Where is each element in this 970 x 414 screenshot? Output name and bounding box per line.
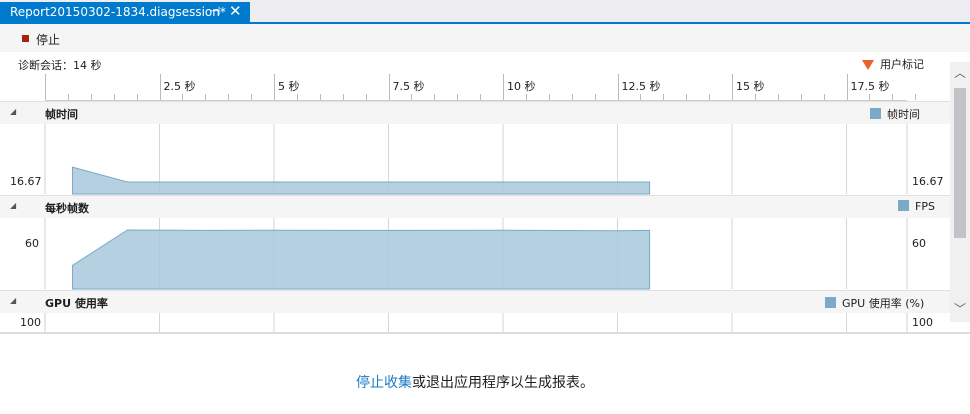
frame-time-area bbox=[71, 166, 651, 195]
minor-tick bbox=[754, 94, 756, 100]
minor-tick bbox=[434, 94, 436, 100]
minor-tick bbox=[800, 94, 802, 100]
document-tab-title[interactable]: Report20150302-1834.diagsession* bbox=[10, 5, 226, 19]
minor-tick bbox=[640, 94, 642, 100]
tab-accent-line bbox=[0, 22, 970, 24]
major-tick bbox=[388, 74, 390, 100]
status-message: 停止收集或退出应用程序以生成报表。 bbox=[0, 372, 950, 392]
collapse-arrow-icon[interactable]: ◢ bbox=[10, 107, 17, 116]
major-tick bbox=[159, 74, 161, 100]
legend-swatch bbox=[898, 200, 909, 211]
user-marker-icon bbox=[862, 60, 874, 70]
minor-tick bbox=[136, 94, 138, 100]
major-tick bbox=[503, 74, 504, 100]
axis-value-right: 16.67 bbox=[912, 175, 944, 188]
user-marker-label: 用户标记 bbox=[880, 58, 924, 71]
tick-label: 17.5 秒 bbox=[850, 80, 890, 93]
session-duration: 诊断会话：14 秒 bbox=[18, 59, 102, 72]
legend-frame-time: 帧时间 bbox=[870, 106, 920, 122]
time-ruler[interactable]: 2.5 秒 5 秒 7.5 秒 10 秒 12.5 秒 15 秒 17.5 秒 bbox=[45, 74, 917, 101]
toolbar: 停止 bbox=[0, 24, 970, 52]
legend-swatch bbox=[870, 108, 881, 119]
tick-label: 10 秒 bbox=[507, 80, 536, 93]
tick-label: 7.5 秒 bbox=[392, 80, 425, 93]
section-header-fps[interactable]: ◢ 每秒帧数 FPS bbox=[0, 195, 950, 218]
legend-fps: FPS bbox=[898, 200, 935, 213]
minor-tick bbox=[457, 94, 459, 100]
minor-tick bbox=[182, 94, 184, 100]
minor-tick bbox=[205, 94, 207, 100]
major-tick bbox=[45, 74, 46, 100]
minor-tick bbox=[525, 94, 527, 100]
minor-tick bbox=[777, 94, 779, 100]
minor-tick bbox=[365, 94, 367, 100]
legend-label: 帧时间 bbox=[887, 108, 920, 121]
collapse-arrow-icon[interactable]: ◢ bbox=[10, 296, 17, 305]
timeline-plots bbox=[44, 123, 908, 332]
tick-label: 5 秒 bbox=[278, 80, 300, 93]
minor-tick bbox=[251, 94, 253, 100]
tick-label: 2.5 秒 bbox=[163, 80, 196, 93]
minor-tick bbox=[663, 94, 665, 100]
tick-label: 12.5 秒 bbox=[621, 80, 661, 93]
minor-tick bbox=[113, 94, 115, 100]
section-header-frame-time[interactable]: ◢ 帧时间 帧时间 bbox=[0, 101, 950, 124]
fps-area bbox=[71, 229, 651, 290]
user-marker-legend[interactable]: 用户标记 bbox=[862, 56, 924, 72]
stop-icon bbox=[22, 35, 29, 42]
axis-value-right: 100 bbox=[912, 316, 933, 329]
divider bbox=[0, 332, 970, 334]
minor-tick bbox=[90, 94, 92, 100]
minor-tick bbox=[67, 94, 69, 100]
axis-value-left: 60 bbox=[25, 237, 39, 250]
major-tick bbox=[617, 74, 619, 100]
minor-tick bbox=[869, 94, 871, 100]
section-title: 每秒帧数 bbox=[45, 202, 89, 215]
axis-value-left: 100 bbox=[20, 316, 41, 329]
tick-label: 15 秒 bbox=[736, 80, 765, 93]
axis-value-left: 16.67 bbox=[10, 175, 42, 188]
scroll-down-icon[interactable]: ﹀ bbox=[954, 302, 967, 316]
major-tick bbox=[846, 74, 848, 100]
legend-label: FPS bbox=[915, 200, 935, 213]
minor-tick bbox=[342, 94, 344, 100]
pin-icon[interactable]: ⊣ bbox=[210, 4, 221, 18]
minor-tick bbox=[709, 94, 711, 100]
document-tab-strip: Report20150302-1834.diagsession* ⊣ ✕ bbox=[0, 0, 970, 24]
scroll-up-icon[interactable]: ︿ bbox=[954, 66, 967, 80]
collapse-arrow-icon[interactable]: ◢ bbox=[10, 201, 17, 210]
legend-swatch bbox=[825, 297, 836, 308]
minor-tick bbox=[319, 94, 321, 100]
status-message-text: 或退出应用程序以生成报表。 bbox=[412, 375, 594, 391]
axis-value-right: 60 bbox=[912, 237, 926, 250]
stop-collection-link[interactable]: 停止收集 bbox=[356, 375, 412, 391]
minor-tick bbox=[548, 94, 550, 100]
stop-button-label: 停止 bbox=[36, 33, 61, 47]
minor-tick bbox=[228, 94, 230, 100]
minor-tick bbox=[594, 94, 596, 100]
section-title: GPU 使用率 bbox=[45, 297, 108, 310]
section-title: 帧时间 bbox=[45, 108, 78, 121]
major-tick bbox=[732, 74, 733, 100]
scrollbar-thumb[interactable] bbox=[954, 88, 966, 238]
minor-tick bbox=[480, 94, 482, 100]
legend-gpu: GPU 使用率 (%) bbox=[825, 295, 924, 311]
close-icon[interactable]: ✕ bbox=[229, 2, 242, 20]
legend-label: GPU 使用率 (%) bbox=[842, 297, 925, 310]
minor-tick bbox=[296, 94, 298, 100]
minor-tick bbox=[915, 94, 917, 100]
document-tab[interactable]: Report20150302-1834.diagsession* ⊣ ✕ bbox=[0, 2, 250, 22]
minor-tick bbox=[571, 94, 573, 100]
major-tick bbox=[274, 74, 275, 100]
minor-tick bbox=[686, 94, 688, 100]
minor-tick bbox=[823, 94, 825, 100]
minor-tick bbox=[411, 94, 413, 100]
section-header-gpu[interactable]: ◢ GPU 使用率 GPU 使用率 (%) bbox=[0, 290, 950, 313]
vertical-scrollbar[interactable]: ︿ ﹀ bbox=[950, 62, 970, 322]
minor-tick bbox=[892, 94, 894, 100]
ruler-baseline bbox=[45, 100, 907, 101]
